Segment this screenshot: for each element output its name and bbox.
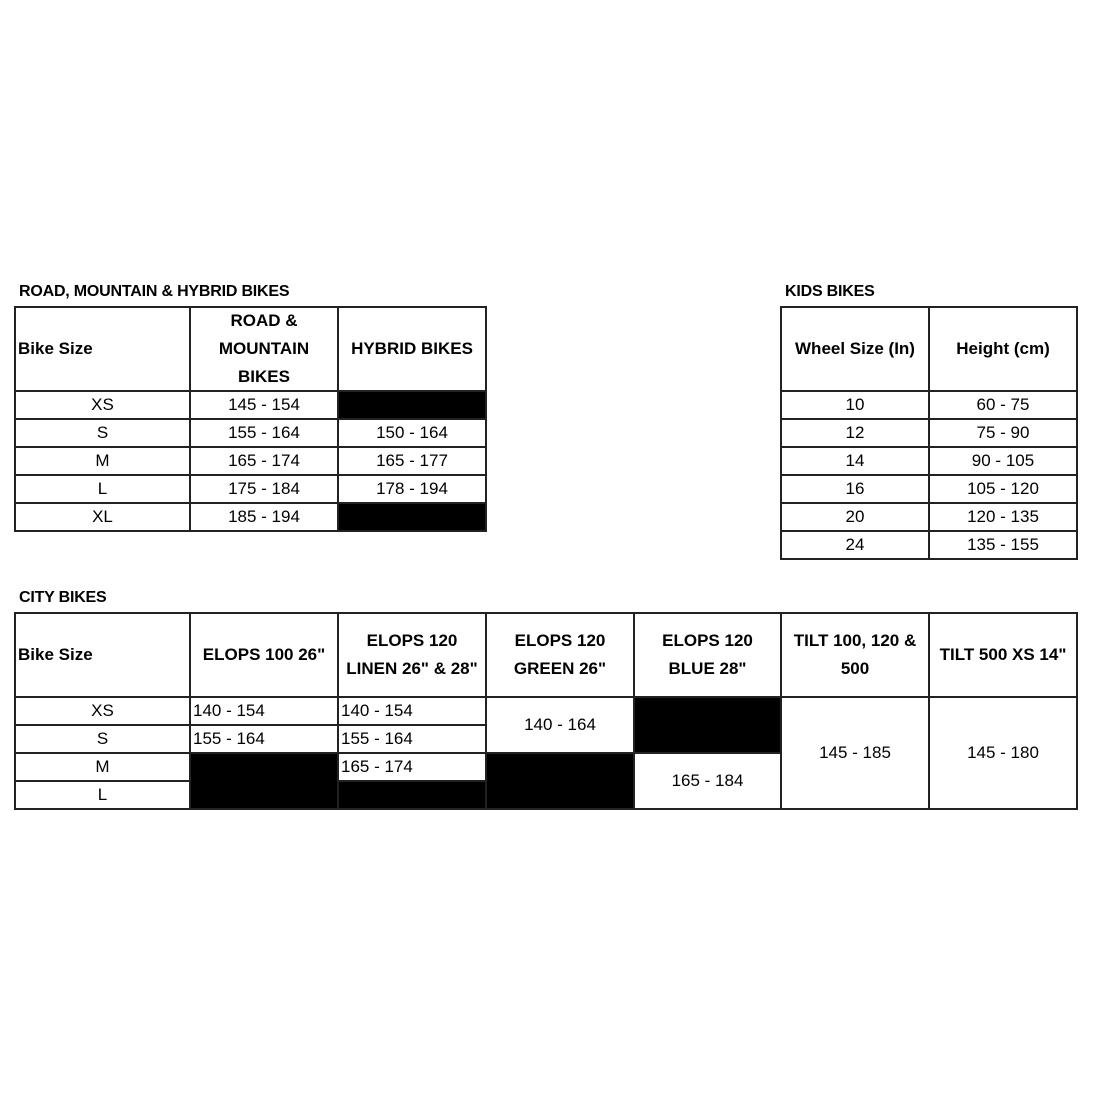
table-cell: 150 - 164	[339, 420, 487, 448]
table-cell: 165 - 174	[191, 448, 339, 476]
table-cell: 60 - 75	[930, 392, 1078, 420]
empty-cell	[339, 392, 487, 420]
table-cell: 105 - 120	[930, 476, 1078, 504]
table-cell: 90 - 105	[930, 448, 1078, 476]
header-cell: Bike Size	[16, 614, 191, 698]
empty-cell	[487, 754, 635, 810]
road-bikes-title: ROAD, MOUNTAIN & HYBRID BIKES	[19, 283, 290, 300]
table-cell: 145 - 185	[782, 698, 930, 810]
table-cell: 155 - 164	[191, 726, 339, 754]
table-cell: 16	[782, 476, 930, 504]
table-cell: 140 - 154	[191, 698, 339, 726]
table-cell: 165 - 177	[339, 448, 487, 476]
header-cell: HYBRID BIKES	[339, 308, 487, 392]
header-cell: TILT 100, 120 & 500	[782, 614, 930, 698]
table-cell: 145 - 154	[191, 392, 339, 420]
table-cell: 140 - 154	[339, 698, 487, 726]
table-cell: XS	[16, 392, 191, 420]
header-cell: ELOPS 100 26"	[191, 614, 339, 698]
city-bikes-title: CITY BIKES	[19, 589, 107, 606]
table-cell: 165 - 174	[339, 754, 487, 782]
table-cell: 140 - 164	[487, 698, 635, 754]
table-cell: 14	[782, 448, 930, 476]
table-cell: 185 - 194	[191, 504, 339, 532]
header-cell: ROAD & MOUNTAIN BIKES	[191, 308, 339, 392]
empty-cell	[635, 698, 782, 754]
table-cell: S	[16, 420, 191, 448]
table-cell: 120 - 135	[930, 504, 1078, 532]
table-cell: 135 - 155	[930, 532, 1078, 560]
empty-cell	[339, 504, 487, 532]
table-cell: S	[16, 726, 191, 754]
empty-cell	[339, 782, 487, 810]
table-cell: 12	[782, 420, 930, 448]
table-cell: L	[16, 782, 191, 810]
header-cell: ELOPS 120 GREEN 26"	[487, 614, 635, 698]
table-cell: 10	[782, 392, 930, 420]
header-cell: ELOPS 120 LINEN 26" & 28"	[339, 614, 487, 698]
table-cell: XS	[16, 698, 191, 726]
table-cell: M	[16, 448, 191, 476]
table-cell: L	[16, 476, 191, 504]
table-cell: 175 - 184	[191, 476, 339, 504]
table-cell: 155 - 164	[191, 420, 339, 448]
table-cell: 145 - 180	[930, 698, 1078, 810]
header-cell: Height (cm)	[930, 308, 1078, 392]
table-cell: M	[16, 754, 191, 782]
header-cell: TILT 500 XS 14"	[930, 614, 1078, 698]
table-cell: 75 - 90	[930, 420, 1078, 448]
table-cell: 155 - 164	[339, 726, 487, 754]
kids-bikes-table: Wheel Size (In) Height (cm) 10 60 - 75 12 75 …	[780, 306, 1078, 560]
kids-bikes-title: KIDS BIKES	[785, 283, 875, 300]
table-cell: 20	[782, 504, 930, 532]
table-cell: 165 - 184	[635, 754, 782, 810]
city-bikes-table: Bike Size ELOPS 100 26" ELOPS 120 LINEN 26…	[14, 612, 1078, 810]
table-cell: 24	[782, 532, 930, 560]
header-cell: Bike Size	[16, 308, 191, 392]
header-cell: ELOPS 120 BLUE 28"	[635, 614, 782, 698]
table-cell: 178 - 194	[339, 476, 487, 504]
empty-cell	[191, 754, 339, 810]
road-mountain-hybrid-table: Bike Size ROAD & MOUNTAIN BIKES HYBRID BIK…	[14, 306, 487, 532]
table-cell: XL	[16, 504, 191, 532]
header-cell: Wheel Size (In)	[782, 308, 930, 392]
